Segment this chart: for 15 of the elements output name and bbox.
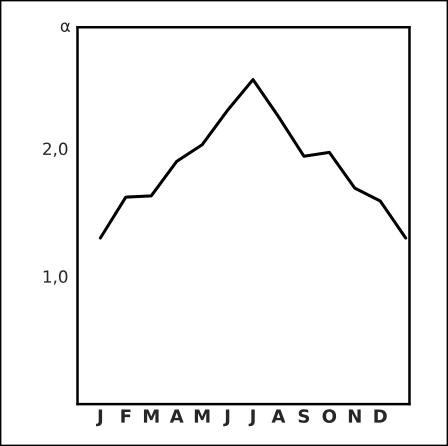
x-tick-label: N — [348, 409, 361, 423]
x-tick-label: A — [272, 409, 286, 423]
y-tick-label: 2,0 — [43, 142, 68, 157]
x-tick-label: J — [96, 409, 102, 426]
y-tick-label: 1,0 — [44, 270, 68, 285]
x-tick-label: J — [223, 409, 230, 426]
x-tick-label: O — [322, 409, 336, 423]
x-tick-label: M — [194, 409, 210, 423]
x-tick-label: A — [170, 409, 184, 423]
x-tick-label: S — [298, 409, 310, 423]
x-tick-label: J — [248, 409, 255, 426]
y-axis-title: α — [60, 22, 70, 32]
x-tick-label: F — [121, 409, 130, 423]
x-tick-label: D — [374, 409, 387, 423]
x-tick-label: M — [144, 409, 159, 423]
